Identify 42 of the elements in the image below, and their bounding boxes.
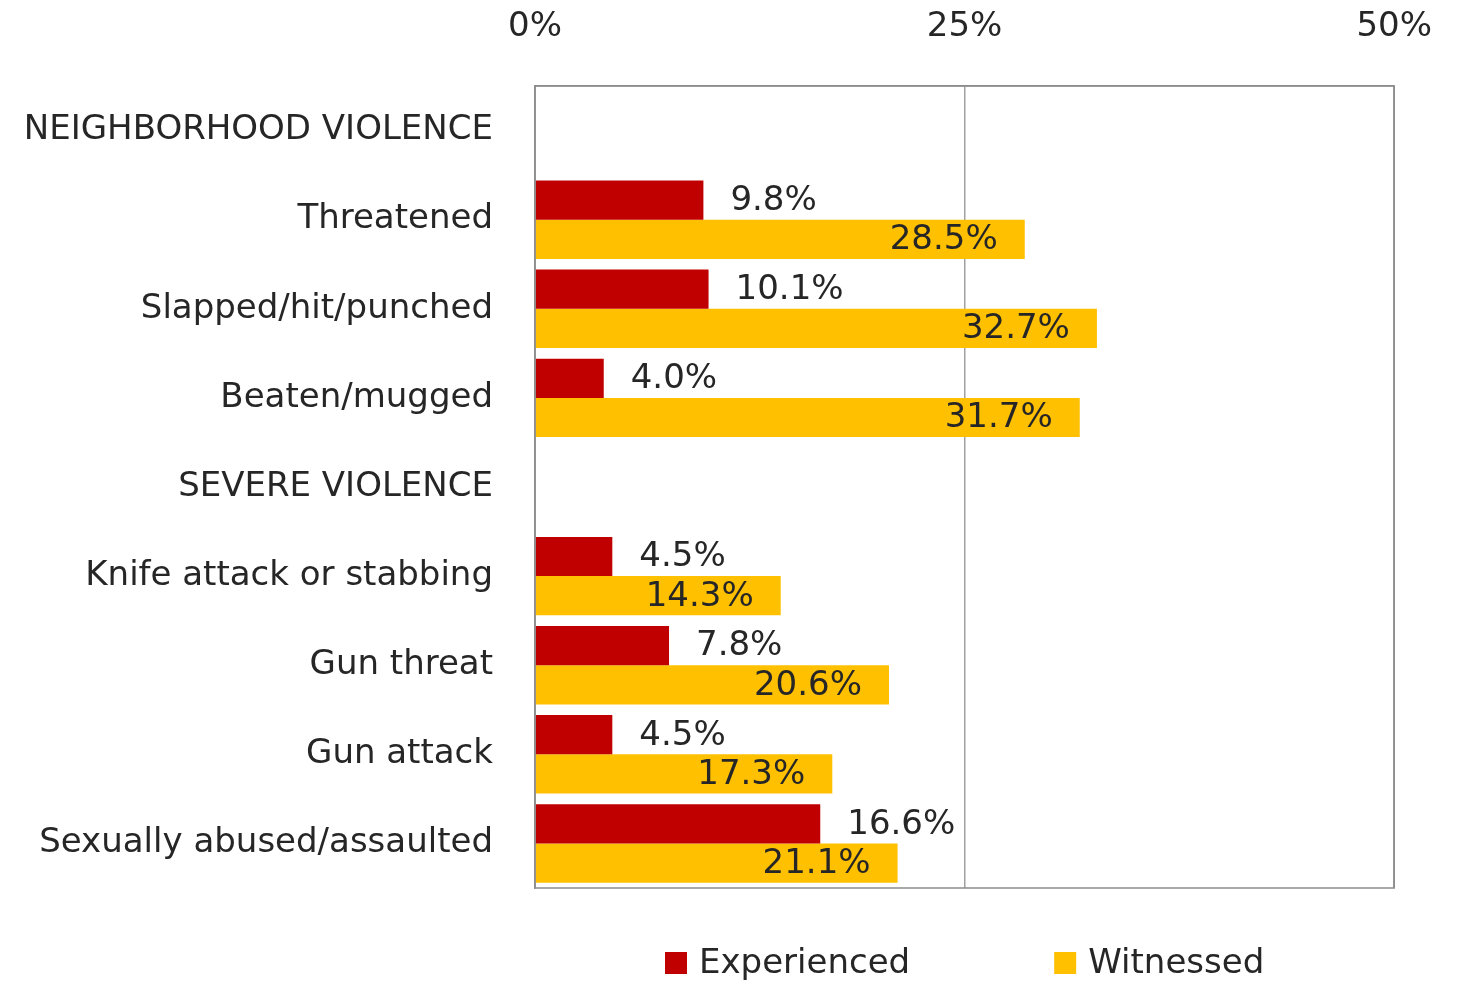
- y-tick-label: Threatened: [296, 196, 493, 237]
- data-label: 4.5%: [639, 534, 726, 575]
- y-tick-label: NEIGHBORHOOD VIOLENCE: [23, 107, 493, 148]
- bar: [535, 180, 704, 220]
- bar: [535, 715, 613, 755]
- bar: [535, 358, 604, 398]
- bar: [535, 754, 833, 794]
- x-tick-label: 50%: [1356, 4, 1432, 45]
- bar: [535, 576, 781, 616]
- bar: [535, 269, 709, 309]
- bar: [535, 308, 1097, 348]
- bar: [535, 804, 821, 844]
- bar: [535, 536, 613, 577]
- y-tick-label: Gun attack: [306, 731, 494, 772]
- data-label: 14.3%: [645, 573, 754, 614]
- data-label: 17.3%: [697, 751, 806, 792]
- y-tick-label: Slapped/hit/punched: [140, 285, 493, 326]
- bar: [535, 397, 1080, 438]
- data-label: 31.7%: [944, 395, 1053, 436]
- data-label: 32.7%: [961, 306, 1070, 347]
- data-label: 9.8%: [730, 177, 817, 218]
- x-tick-label: 25%: [926, 4, 1003, 45]
- y-tick-label: Sexually abused/assaulted: [39, 820, 493, 861]
- bar: [535, 665, 889, 705]
- data-label: 10.1%: [735, 267, 844, 307]
- legend-label: Experienced: [698, 940, 911, 981]
- data-label: 21.1%: [762, 840, 871, 881]
- legend-label: Witnessed: [1088, 940, 1265, 981]
- y-tick-label: Beaten/mugged: [220, 374, 493, 415]
- y-tick-label: SEVERE VIOLENCE: [178, 463, 493, 504]
- data-label: 20.6%: [753, 662, 862, 703]
- data-label: 4.0%: [630, 356, 718, 397]
- data-label: 16.6%: [847, 801, 956, 842]
- bar: [535, 843, 898, 883]
- y-tick-label: Knife attack or stabbing: [85, 552, 493, 593]
- bar: [535, 219, 1025, 259]
- data-label: 28.5%: [889, 217, 998, 258]
- data-label: 7.8%: [696, 623, 783, 664]
- y-tick-label: Gun threat: [309, 642, 493, 683]
- bar: [535, 626, 670, 666]
- x-tick-label: 0%: [508, 4, 562, 45]
- data-label: 4.5%: [639, 712, 726, 753]
